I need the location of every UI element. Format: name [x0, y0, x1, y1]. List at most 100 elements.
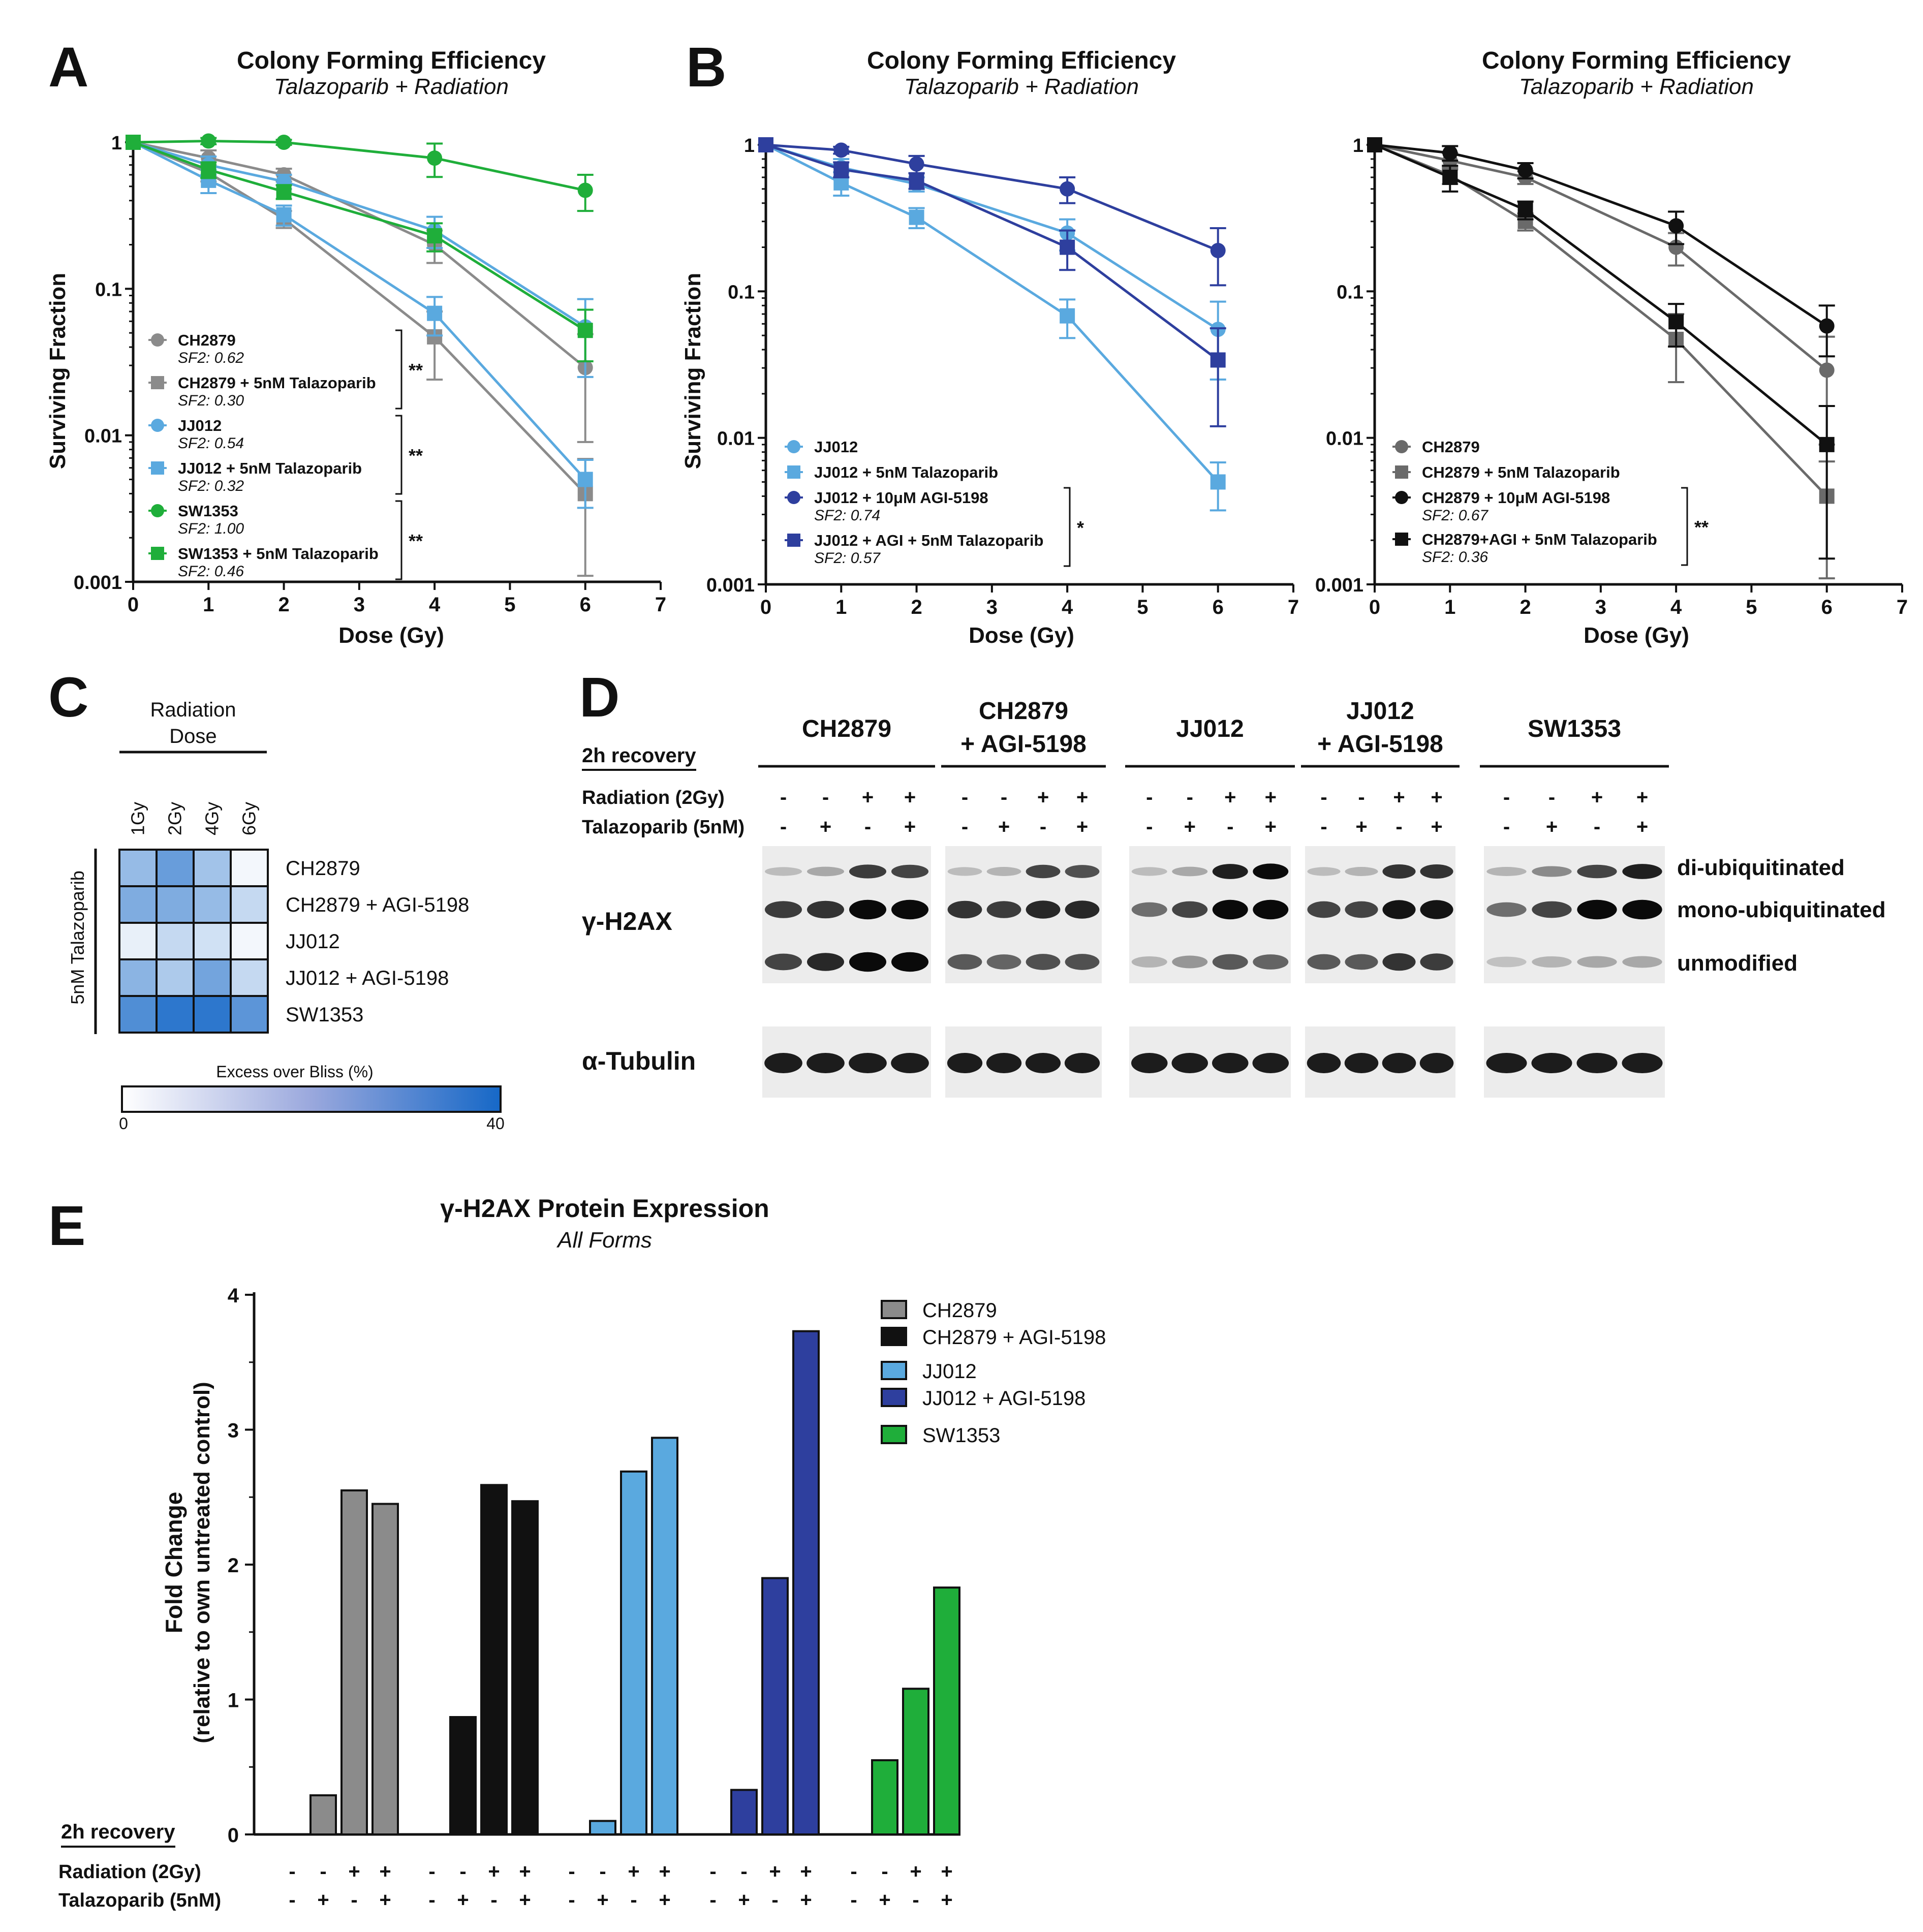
- e-talazoparib-sign: -: [289, 1889, 295, 1911]
- blot-radiation-sign: +: [1431, 786, 1442, 808]
- A-y-tick-label: 1: [111, 133, 122, 154]
- blot-radiation-sign: -: [822, 786, 829, 808]
- tubulin-band: [1064, 1053, 1100, 1073]
- B-legend-sf2: SF2: 0.57: [814, 550, 881, 567]
- A-data-point: [201, 162, 216, 177]
- A-data-point: [427, 228, 443, 244]
- A-data-point: [427, 305, 443, 321]
- h2ax-band: [1622, 864, 1662, 879]
- e-radiation-sign: +: [941, 1860, 952, 1883]
- B2-y-tick-label: 0.01: [1326, 428, 1363, 450]
- blot-talazoparib-sign: -: [961, 816, 968, 838]
- e-bar: [511, 1500, 539, 1836]
- B-x-tick-label: 4: [1062, 596, 1073, 618]
- A-legend-label: SW1353 + 5nM Talazoparib: [178, 545, 379, 563]
- B-data-point: [1060, 308, 1075, 324]
- blot-radiation-sign: +: [862, 786, 874, 808]
- B-y-tick-label: 1: [744, 135, 755, 157]
- heatmap-cell: [230, 958, 269, 997]
- A-data-point: [577, 182, 593, 198]
- B2-legend-label: CH2879+AGI + 5nM Talazoparib: [1422, 531, 1657, 548]
- e-talazoparib-sign: -: [912, 1889, 919, 1911]
- heatmap-cell: [118, 849, 158, 887]
- heatmap-c: 1Gy 2Gy 4Gy 6Gy CH2879 CH2879 + AGI-5198 JJ012…: [118, 802, 469, 1034]
- B-data-point: [833, 162, 849, 177]
- heatmap-cell: [156, 922, 195, 960]
- e-legend-label: SW1353: [922, 1424, 1000, 1447]
- blot-group-label: JJ012: [1346, 698, 1414, 725]
- blot-talazoparib-sign: -: [1320, 816, 1327, 838]
- A-data-point: [276, 207, 292, 223]
- B2-x-tick-label: 6: [1821, 596, 1833, 618]
- blot-radiation-sign: +: [1224, 786, 1236, 808]
- B-x-tick-label: 6: [1213, 596, 1224, 618]
- e-talazoparib-sign: -: [630, 1889, 637, 1911]
- panel-c-letter: C: [48, 666, 88, 729]
- h2ax-band: [1212, 954, 1248, 970]
- B2-y-tick-label: 0.1: [1337, 282, 1363, 303]
- tubulin-band: [1252, 1053, 1289, 1073]
- A-legend-label: CH2879 + 5nM Talazoparib: [178, 374, 376, 392]
- e-y-tick-label: 4: [228, 1285, 239, 1307]
- heatmap-row-label: CH2879: [286, 857, 360, 880]
- heatmap-cell: [156, 995, 195, 1034]
- tubulin-band: [1344, 1053, 1379, 1073]
- e-bar: [651, 1437, 678, 1835]
- panel-b: B Colony Forming Efficiency Talazoparib …: [680, 36, 1299, 648]
- h2ax-band: [947, 954, 982, 970]
- h2ax-band: [1253, 899, 1289, 920]
- e-radiation-sign: +: [379, 1860, 391, 1883]
- B2-data-point: [1517, 202, 1533, 217]
- heatmap-cell: [193, 995, 232, 1034]
- heatmap-cell: [156, 885, 195, 924]
- B2-sig-stars: **: [1694, 517, 1709, 538]
- A-legend-marker: [151, 376, 164, 389]
- B-y-tick-label: 0.001: [706, 575, 755, 596]
- blot-radiation-sign: +: [1591, 786, 1603, 808]
- A-legend-sf2: SF2: 0.54: [178, 435, 244, 452]
- e-radiation-sign: -: [289, 1860, 295, 1883]
- e-y-tick-label: 0: [228, 1824, 239, 1847]
- blot-radiation-sign: +: [1076, 786, 1088, 808]
- B-legend-marker: [787, 491, 800, 504]
- B2-data-point: [1819, 362, 1835, 378]
- h2ax-band: [1486, 956, 1527, 968]
- blot-group-label: SW1353: [1528, 715, 1621, 742]
- B2-legend-label: CH2879: [1422, 438, 1480, 456]
- blot-talazoparib-sign: +: [1431, 816, 1442, 838]
- panel-b2-xlabel: Dose (Gy): [1584, 623, 1689, 648]
- panel-e-subtitle: All Forms: [556, 1228, 652, 1253]
- h2ax-band: [1532, 866, 1572, 877]
- heatmap-column-label: 1Gy: [128, 802, 148, 835]
- panel-b-xlabel: Dose (Gy): [969, 623, 1074, 648]
- A-legend-sf2: SF2: 1.00: [178, 520, 244, 537]
- e-talazoparib-sign: -: [771, 1889, 778, 1911]
- panel-c-header-line2: Dose: [169, 725, 216, 747]
- panel-c-scale-label: Excess over Bliss (%): [216, 1063, 373, 1081]
- tubulin-band: [1307, 1053, 1341, 1073]
- B2-legend-sf2: SF2: 0.67: [1422, 507, 1488, 524]
- h2ax-band: [849, 952, 887, 972]
- e-legend-swatch: [881, 1300, 907, 1319]
- B2-y-tick-label: 0.001: [1315, 575, 1363, 596]
- e-bar: [309, 1794, 337, 1835]
- A-legend-sf2: SF2: 0.46: [178, 563, 244, 580]
- B2-x-tick-label: 3: [1595, 596, 1606, 618]
- B2-sig-bracket: [1681, 487, 1688, 566]
- B-data-point: [758, 137, 773, 152]
- heatmap-cell: [230, 995, 269, 1034]
- panel-d-band-label-mono: mono-ubiquitinated: [1677, 897, 1886, 922]
- tubulin-band: [1025, 1053, 1061, 1073]
- e-y-tick-label: 2: [228, 1554, 239, 1577]
- panel-c-header-line1: Radiation: [150, 699, 236, 721]
- e-talazoparib-sign: +: [519, 1889, 531, 1911]
- h2ax-band: [764, 953, 802, 971]
- e-radiation-sign: -: [459, 1860, 466, 1883]
- e-bar: [620, 1470, 647, 1835]
- tubulin-band: [1131, 1053, 1168, 1073]
- blot-radiation-sign: +: [1636, 786, 1648, 808]
- h2ax-band: [1172, 955, 1208, 969]
- h2ax-band: [1382, 864, 1416, 879]
- h2ax-band: [1253, 954, 1289, 970]
- e-talazoparib-sign: +: [317, 1889, 329, 1911]
